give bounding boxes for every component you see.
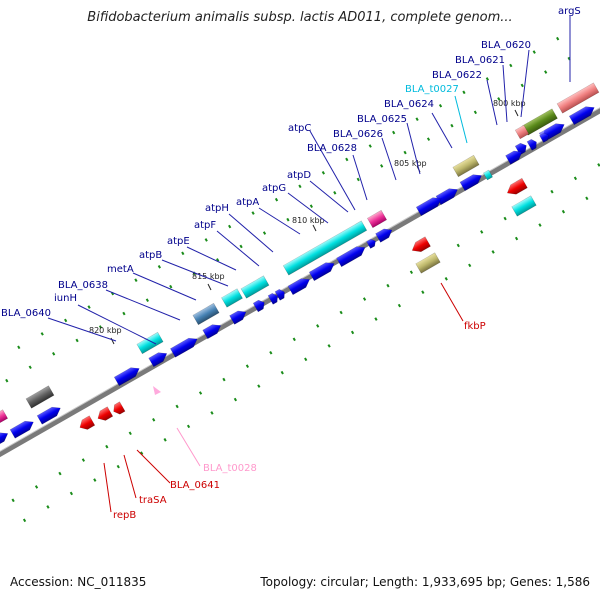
cds-inner-17[interactable] [169,332,200,358]
atp-operon-cds-3[interactable] [220,286,243,308]
cds-inner-10[interactable] [308,257,337,282]
cds-inner-6[interactable] [434,183,460,206]
label-atpb[interactable]: atpB [139,250,162,261]
trna-blat0028[interactable] [153,386,161,395]
label-blat0027[interactable]: BLA_t0027 [405,84,459,95]
cds-inner-3[interactable] [526,135,539,151]
label-bla0621[interactable]: BLA_0621 [455,55,505,66]
cds-inner-13[interactable] [267,289,280,305]
cds-args[interactable] [556,80,600,114]
label-atpd[interactable]: atpD [287,170,311,181]
label-trasa[interactable]: traSA [139,495,167,506]
tick-label-820: 820 kbp [89,326,122,335]
cds-bla0624[interactable] [451,153,480,178]
label-iunh[interactable]: iunH [54,293,77,304]
label-bla0625[interactable]: BLA_0625 [357,114,407,125]
label-fkbp[interactable]: fkbP [464,321,486,332]
cds-rev-2[interactable] [510,193,537,217]
label-bla0640[interactable]: BLA_0640 [1,308,51,319]
trna-bla0628[interactable] [366,208,388,229]
cds-inner-11[interactable] [286,273,312,296]
cds-bla0621[interactable] [514,123,530,140]
cds-inner-small[interactable] [538,129,550,143]
leader-blat0028 [176,427,201,467]
tick-label-810: 810 kbp [292,216,325,225]
label-bla0620[interactable]: BLA_0620 [481,40,531,51]
label-atph[interactable]: atpH [205,203,229,214]
label-atpe[interactable]: atpE [167,236,190,247]
cds-trasa[interactable] [94,404,114,423]
leader-trasa [123,454,137,499]
accession-text: Accession: NC_011835 [10,575,147,589]
leader-blat0027 [454,95,468,144]
label-atpa[interactable]: atpA [236,197,259,208]
cds-rev-fkbp[interactable] [414,250,441,274]
label-bla0638[interactable]: BLA_0638 [58,280,108,291]
cds-repb[interactable] [76,413,96,432]
cds-inner-8[interactable] [374,223,394,243]
label-atpg[interactable]: atpG [262,183,286,194]
leader-bla0641 [136,449,171,484]
label-bla0641[interactable]: BLA_0641 [170,480,220,491]
atp-operon-cds-2[interactable] [239,273,270,299]
atp-operon-cds[interactable] [282,218,368,276]
cds-bla0640[interactable] [24,383,55,409]
tick-label-805: 805 kbp [394,159,427,168]
label-bla0628[interactable]: BLA_0628 [307,143,357,154]
cds-inner-20[interactable] [36,401,63,425]
label-bla0626[interactable]: BLA_0626 [333,129,383,140]
cds-inner-22[interactable] [0,427,10,448]
leader-fkbp [440,282,464,322]
tick-label-815: 815 kbp [192,272,225,281]
cds-inner-14[interactable] [252,296,267,313]
summary-text: Topology: circular; Length: 1,933,695 bp… [260,575,590,589]
cds-inner-15[interactable] [228,305,248,325]
cds-inner-7[interactable] [415,192,444,217]
cds-rev-3[interactable] [408,234,431,255]
cds-inner-9[interactable] [335,241,367,268]
cds-bla0641[interactable] [109,399,126,416]
label-blat0028[interactable]: BLA_t0028 [203,463,257,474]
label-args[interactable]: argS [558,6,581,17]
cds-inner-5[interactable] [458,169,484,192]
map-title: Bifidobacterium animalis subsp. lactis A… [87,10,513,25]
label-atpc[interactable]: atpC [288,123,311,134]
gc-dashes [5,36,600,523]
cds-inner-18[interactable] [147,347,169,368]
cds-rev-1[interactable] [503,176,528,198]
cds-inner-19[interactable] [113,362,142,387]
tick-label-800: 800 kbp [493,99,526,108]
cds-inner-12[interactable] [274,285,287,301]
label-leaders [47,16,571,345]
label-repb[interactable]: repB [113,510,136,521]
trna-blat0027[interactable] [482,167,493,181]
cds-inner-16[interactable] [201,319,223,340]
cds-inner-4[interactable] [504,145,524,165]
cds-inner-21[interactable] [9,415,36,439]
cds-left-edge[interactable] [0,407,9,425]
cds-inner-0[interactable] [568,101,597,126]
label-atpf[interactable]: atpF [194,220,216,231]
label-bla0624[interactable]: BLA_0624 [384,99,434,110]
leader-repb [103,462,112,513]
cds-inner-small2[interactable] [365,235,377,249]
cds-meta[interactable] [191,301,220,326]
cds-bla0638[interactable] [135,330,164,355]
label-meta[interactable]: metA [107,264,134,275]
label-bla0622[interactable]: BLA_0622 [432,70,482,81]
